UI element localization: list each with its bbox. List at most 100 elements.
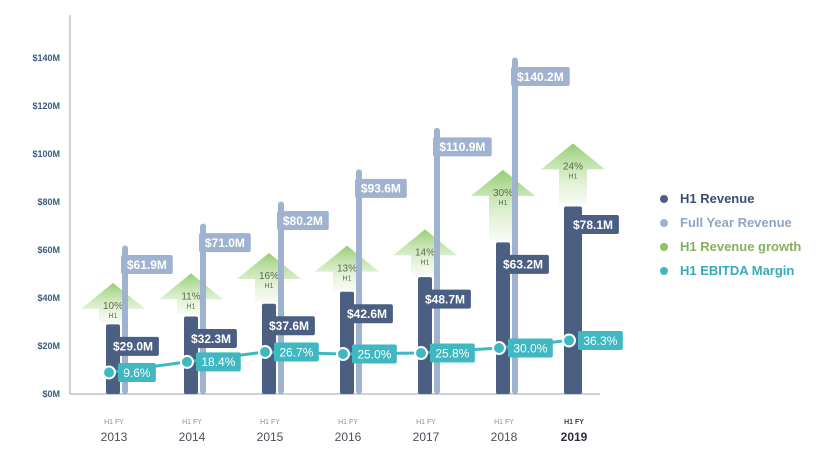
x-tick-label: 2019: [561, 430, 588, 444]
margin-label: 30.0%: [513, 341, 547, 355]
growth-label: 11%: [181, 291, 200, 302]
growth-arrow: [159, 273, 223, 315]
full-year-bar: [512, 57, 518, 395]
h1-label: $78.1M: [573, 218, 613, 232]
growth-label: 24%: [563, 161, 583, 172]
growth-label: 13%: [337, 264, 357, 275]
growth-arrow: [237, 252, 301, 302]
ebitda-margin-line: 9.6% 18.4% 26.7% 25.0% 25.8% 30.0% 36.3%: [102, 330, 623, 382]
legend-marker: [660, 219, 668, 227]
h1-label: $37.6M: [269, 319, 309, 333]
full-year-label: $80.2M: [283, 214, 323, 228]
legend-label: Full Year Revenue: [680, 215, 792, 230]
growth-label: 30%: [493, 188, 513, 199]
growth-sub-label: H1: [187, 303, 196, 310]
h1-labels: $29.0M $32.3M $37.6M $42.6M $48.7M $63.2M $78.…: [107, 215, 619, 356]
full-year-bar: [278, 201, 284, 394]
h1-label-box: [341, 304, 393, 324]
growth-arrow: [541, 143, 605, 205]
full-year-labels: $61.9M $71.0M $80.2M $93.6M $110.9M $140.2M: [121, 67, 570, 274]
margin-label: 36.3%: [583, 334, 617, 348]
margin-label: 25.8%: [435, 346, 469, 360]
legend-label: H1 EBITDA Margin: [680, 263, 794, 278]
x-sub-label: H1 FY: [338, 419, 358, 426]
margin-label: 26.7%: [279, 345, 313, 359]
x-sub-label: H1 FY: [104, 419, 124, 426]
margin-label-box: [118, 362, 156, 382]
x-sub-label: H1 FY: [416, 419, 436, 426]
growth-arrow: [393, 229, 457, 276]
x-sub-label: H1 FY: [260, 419, 280, 426]
h1-bar: [496, 242, 510, 394]
full-year-label-box: [121, 254, 173, 274]
growth-sub-label: H1: [343, 276, 352, 283]
full-year-bar: [122, 245, 128, 394]
h1-label-box: [419, 289, 471, 309]
h1-label-box: [567, 215, 619, 235]
growth-arrow: [471, 169, 535, 241]
full-year-label: $71.0M: [205, 236, 245, 250]
y-tick-label: $40M: [37, 293, 60, 303]
margin-point: [492, 341, 506, 355]
legend-marker: [660, 267, 668, 275]
growth-arrow: [315, 245, 379, 290]
margin-label: 18.4%: [201, 355, 235, 369]
margin-point: [258, 344, 272, 359]
growth-label: 10%: [103, 301, 123, 312]
full-year-bars: [122, 57, 518, 395]
legend-marker: [660, 195, 668, 203]
x-sub-label: H1 FY: [182, 419, 202, 426]
y-tick-label: $100M: [32, 149, 60, 159]
h1-label-box: [107, 336, 159, 356]
growth-label: 16%: [259, 271, 279, 282]
x-tick-label: 2014: [179, 430, 206, 444]
full-year-label-box: [199, 233, 251, 253]
growth-sub-label: H1: [109, 313, 118, 320]
y-tick-label: $60M: [37, 245, 60, 255]
growth-sub-label: H1: [499, 200, 508, 207]
legend-label: H1 Revenue growth: [680, 239, 801, 254]
margin-label-box: [196, 352, 241, 372]
h1-label-box: [185, 328, 237, 348]
margin-label-box: [578, 330, 623, 350]
y-axis-ticks: $0M $20M $40M $60M $80M $100M $120M $140M: [32, 53, 60, 399]
full-year-bar: [200, 223, 206, 394]
full-year-label-box: [511, 67, 570, 87]
x-axis-ticks: H1 FY 2013 H1 FY 2014 H1 FY 2015 H1 FY 2016 H1 F…: [101, 419, 588, 444]
y-tick-label: $80M: [37, 197, 60, 207]
margin-label: 25.0%: [357, 347, 391, 361]
x-tick-label: 2016: [335, 430, 362, 444]
h1-bar: [564, 206, 582, 394]
x-tick-label: 2015: [257, 430, 284, 444]
legend-marker: [660, 243, 668, 251]
legend: H1 Revenue Full Year Revenue H1 Revenue gr…: [660, 191, 801, 278]
margin-label-box: [508, 338, 553, 358]
margin-point: [562, 333, 576, 348]
full-year-bar: [356, 169, 362, 394]
margin-label: 9.6%: [123, 366, 151, 380]
x-tick-label: 2017: [413, 430, 440, 444]
y-tick-label: $0M: [42, 389, 60, 399]
full-year-label: $110.9M: [439, 140, 485, 154]
x-tick-label: 2013: [101, 430, 128, 444]
margin-point: [180, 354, 194, 369]
h1-label: $48.7M: [425, 292, 465, 306]
full-year-label-box: [277, 211, 329, 231]
h1-label: $42.6M: [347, 307, 387, 321]
full-year-label: $61.9M: [127, 258, 167, 272]
h1-label: $32.3M: [191, 332, 231, 346]
y-tick-label: $20M: [37, 341, 60, 351]
full-year-label-box: [355, 178, 407, 198]
h1-label-box: [497, 254, 549, 274]
growth-label: 14%: [415, 247, 435, 258]
h1-label: $29.0M: [113, 340, 153, 354]
growth-sub-label: H1: [569, 173, 578, 180]
x-tick-label: 2018: [491, 430, 518, 444]
full-year-label: $140.2M: [517, 70, 564, 84]
full-year-label-box: [433, 137, 492, 157]
h1-label-box: [263, 316, 315, 336]
y-tick-label: $140M: [32, 53, 60, 63]
margin-label-box: [274, 342, 319, 362]
